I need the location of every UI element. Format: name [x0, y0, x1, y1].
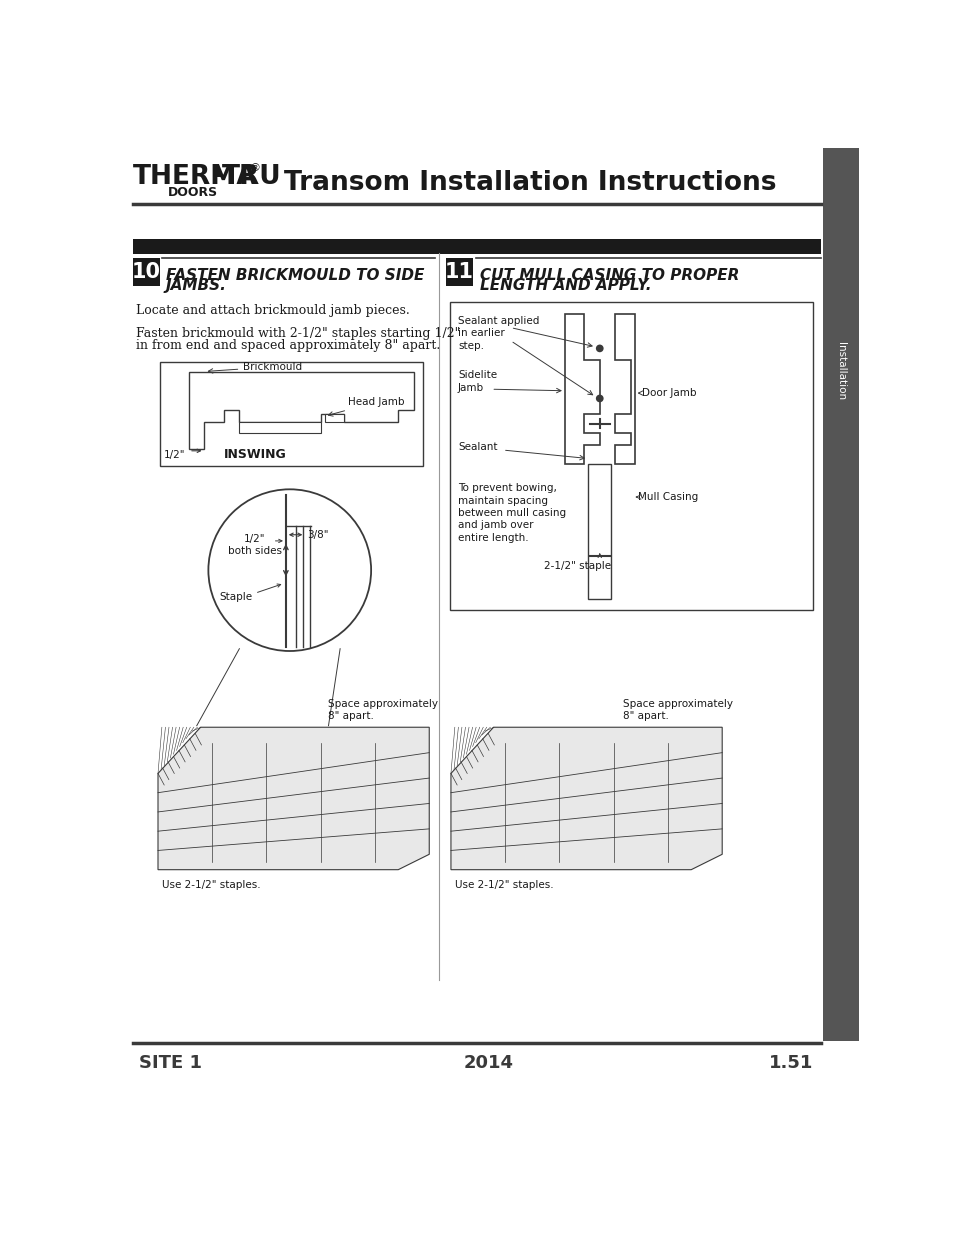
Circle shape: [596, 345, 603, 352]
Text: Sidelite
Jamb: Sidelite Jamb: [457, 370, 497, 393]
Text: TRU: TRU: [222, 164, 282, 190]
Bar: [587, 464, 611, 599]
Bar: [133, 240, 820, 253]
Text: 3/8": 3/8": [307, 530, 329, 540]
Text: SITE 1: SITE 1: [138, 1053, 201, 1072]
Text: Transom Installation Instructions: Transom Installation Instructions: [283, 170, 776, 196]
Circle shape: [596, 395, 603, 403]
Text: 1.51: 1.51: [768, 1053, 812, 1072]
Polygon shape: [564, 314, 599, 464]
Text: INSWING: INSWING: [224, 448, 286, 461]
Text: Sealant: Sealant: [457, 442, 497, 452]
Text: DOORS: DOORS: [168, 186, 217, 199]
Polygon shape: [451, 727, 721, 869]
Text: THERMA: THERMA: [133, 164, 257, 190]
Text: Head Jamb: Head Jamb: [328, 398, 404, 416]
Text: ®: ®: [249, 163, 260, 173]
Text: Sealant applied
in earlier
step.: Sealant applied in earlier step.: [457, 316, 538, 351]
Text: Fasten brickmould with 2-1/2" staples starting 1/2": Fasten brickmould with 2-1/2" staples st…: [136, 327, 460, 340]
Text: in from end and spaced approximately 8" apart.: in from end and spaced approximately 8" …: [136, 340, 440, 352]
Text: Staple: Staple: [219, 592, 253, 603]
Text: Mull Casing: Mull Casing: [638, 492, 698, 501]
Polygon shape: [158, 727, 429, 869]
Bar: [213, 169, 220, 178]
Bar: [159, 362, 422, 466]
Text: 2-1/2" staple: 2-1/2" staple: [543, 562, 611, 572]
Text: Use 2-1/2" staples.: Use 2-1/2" staples.: [455, 879, 553, 889]
Circle shape: [208, 489, 371, 651]
Text: CUT MULL CASING TO PROPER: CUT MULL CASING TO PROPER: [479, 268, 739, 283]
Text: 1/2"
both sides: 1/2" both sides: [228, 534, 281, 556]
Text: To prevent bowing,
maintain spacing
between mull casing
and jamb over
entire len: To prevent bowing, maintain spacing betw…: [457, 483, 565, 542]
Text: Space approximately
8" apart.: Space approximately 8" apart.: [622, 699, 732, 721]
Bar: [324, 414, 344, 421]
Text: FASTEN BRICKMOULD TO SIDE: FASTEN BRICKMOULD TO SIDE: [166, 268, 424, 283]
Polygon shape: [189, 372, 414, 448]
Text: Space approximately
8" apart.: Space approximately 8" apart.: [328, 699, 438, 721]
Bar: [239, 421, 320, 433]
Bar: [822, 148, 858, 1041]
Text: 11: 11: [444, 262, 474, 282]
Bar: [450, 303, 812, 610]
Text: JAMBS.: JAMBS.: [166, 278, 227, 293]
Text: Door Jamb: Door Jamb: [641, 388, 696, 398]
Text: Installation: Installation: [835, 342, 845, 400]
Polygon shape: [615, 314, 634, 464]
Text: 10: 10: [132, 262, 161, 282]
Text: LENGTH AND APPLY.: LENGTH AND APPLY.: [479, 278, 651, 293]
Bar: [446, 258, 472, 287]
Text: 2014: 2014: [463, 1053, 514, 1072]
Text: 1/2": 1/2": [164, 450, 185, 459]
Text: Brickmould: Brickmould: [208, 362, 302, 373]
Bar: [133, 258, 159, 287]
Text: Locate and attach brickmould jamb pieces.: Locate and attach brickmould jamb pieces…: [136, 304, 410, 316]
Text: Use 2-1/2" staples.: Use 2-1/2" staples.: [162, 879, 260, 889]
